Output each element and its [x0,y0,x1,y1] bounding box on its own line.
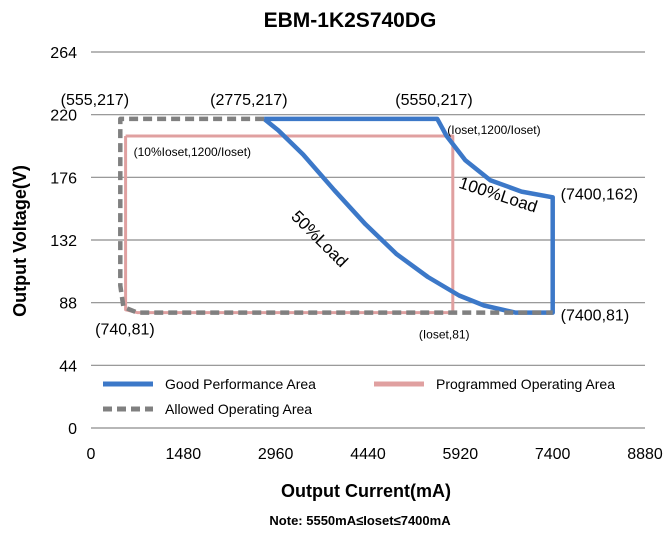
y-axis-label: Output Voltage(V) [10,165,30,317]
series-group [118,116,555,315]
annotation-4: (10%Ioset,1200/Ioset) [134,145,251,159]
annotation-3: (Ioset,1200/Ioset) [447,123,540,137]
x-tick-label-6: 8880 [627,446,663,463]
curve-label-0: 50%Load [287,207,351,271]
x-tick-label-0: 0 [87,446,96,463]
x-tick-label-5: 7400 [535,446,571,463]
x-tick-label-1: 1480 [166,446,202,463]
y-tick-label-5: 220 [50,108,77,125]
x-tick-label-4: 5920 [443,446,479,463]
annotation-7: (740,81) [95,322,155,339]
series-line-2 [118,116,553,315]
annotation-8: (Ioset,81) [419,328,470,342]
annotations: (555,217) (2775,217) (5550,217) (Ioset,1200… [61,92,638,342]
annotation-0: (555,217) [61,92,130,109]
y-tick-label-3: 132 [50,233,77,250]
series-line-0 [262,116,555,315]
legend-label-1: Programmed Operating Area [436,376,615,392]
annotation-2: (5550,217) [395,92,472,109]
y-tick-label-1: 44 [59,358,77,375]
y-tick-labels: 0 44 88 132 176 220 264 [50,45,77,438]
curve-label-1: 100%Load [457,173,540,216]
x-tick-label-2: 2960 [258,446,294,463]
y-tick-label-6: 264 [50,45,77,62]
curve-labels: 50%Load 100%Load [287,173,539,271]
chart-title: EBM-1K2S740DG [264,9,437,32]
annotation-5: (7400,162) [561,186,638,203]
x-tick-labels: 0 1480 2960 4440 5920 7400 8880 [87,446,663,463]
y-tick-label-4: 176 [50,170,77,187]
gridlines [91,51,645,429]
legend-label-0: Good Performance Area [165,376,316,392]
series-line-1 [124,134,455,315]
x-axis-label: Output Current(mA) [281,481,451,501]
y-tick-label-0: 0 [68,421,77,438]
legend: Good Performance Area Programmed Operatin… [103,376,615,417]
y-tick-label-2: 88 [59,296,77,313]
annotation-1: (2775,217) [210,92,287,109]
x-tick-label-3: 4440 [350,446,386,463]
legend-label-2: Allowed Operating Area [165,401,312,417]
note-text: Note: 5550mA≤Ioset≤7400mA [269,513,451,528]
annotation-6: (7400,81) [561,308,630,325]
